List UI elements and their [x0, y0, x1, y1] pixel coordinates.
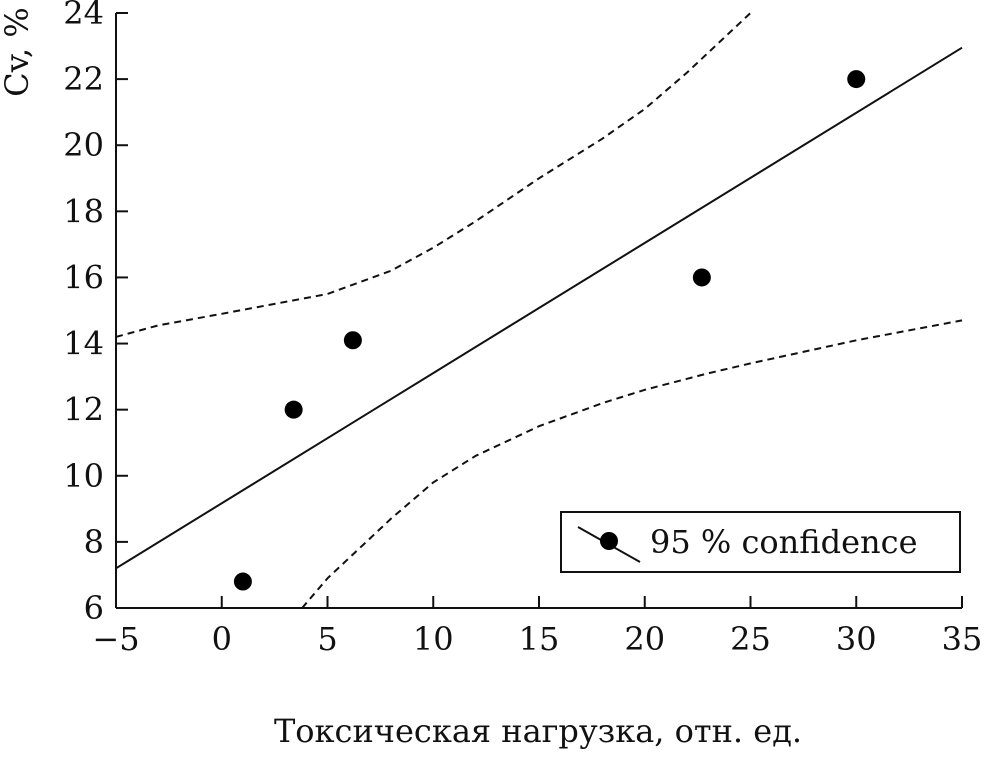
y-tick-label: 18 [63, 192, 104, 230]
legend-label: 95 % confidence [650, 523, 918, 561]
data-point [692, 268, 711, 287]
y-tick-label: 10 [63, 457, 104, 495]
legend-box [560, 511, 961, 573]
y-ticks: 6 8 10 12 14 16 18 20 22 24 [63, 0, 128, 627]
x-tick-label: 20 [624, 620, 665, 658]
x-tick-label: 30 [836, 620, 877, 658]
y-tick-label: 12 [63, 391, 104, 429]
y-tick-label: 8 [84, 523, 104, 561]
upper-confidence-band [116, 12, 752, 338]
data-point [847, 70, 866, 89]
regression-line-group [115, 46, 963, 570]
data-point [343, 331, 362, 350]
x-ticks: −5 0 5 10 15 20 25 30 35 [92, 596, 982, 658]
x-tick-label: 25 [730, 620, 771, 658]
y-tick-label: 14 [63, 325, 104, 363]
x-tick-label: 0 [212, 620, 232, 658]
data-point [233, 572, 252, 591]
x-tick-label: 10 [413, 620, 454, 658]
x-tick-label: 35 [942, 620, 983, 658]
y-tick-label: 22 [63, 60, 104, 98]
data-points [233, 70, 866, 591]
y-tick-label: 24 [63, 0, 104, 32]
lower-confidence-band [301, 319, 963, 608]
y-tick-label: 16 [63, 258, 104, 296]
legend-point-swatch [600, 532, 618, 550]
y-tick-label: 6 [84, 589, 104, 627]
legend: 95 % confidence [560, 511, 961, 573]
confidence-bands [116, 12, 963, 608]
y-tick-label: 20 [63, 126, 104, 164]
regression-line [115, 46, 963, 570]
x-tick-label: 5 [317, 620, 337, 658]
x-tick-label: 15 [519, 620, 560, 658]
data-point [284, 400, 303, 419]
y-axis-title: Cv, % [0, 7, 36, 97]
x-tick-label: −5 [92, 620, 139, 658]
x-axis-title: Токсическая нагрузка, отн. ед. [274, 712, 802, 750]
